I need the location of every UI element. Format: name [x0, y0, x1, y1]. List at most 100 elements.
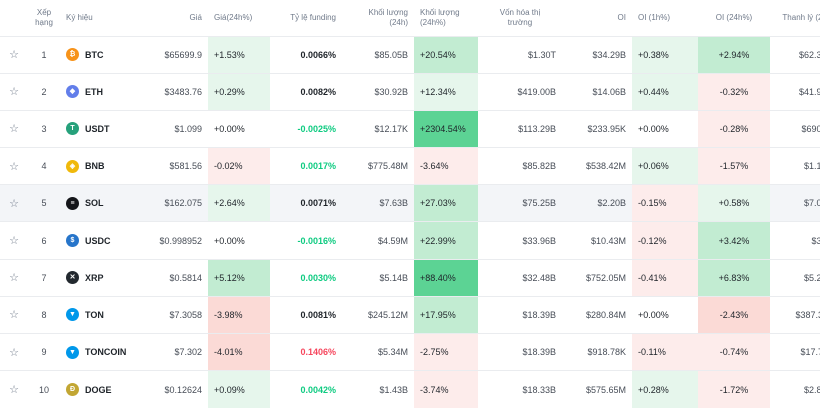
open-interest-cell: $14.06B [562, 72, 632, 111]
oi-24h-cell: +2.94% [698, 35, 770, 74]
symbol-cell[interactable]: ≡ SOL [60, 184, 142, 222]
volume-change-cell: +2304.54% [414, 109, 478, 148]
favorite-star-icon[interactable]: ☆ [0, 184, 28, 222]
volume-change-cell: -2.75% [414, 332, 478, 371]
symbol-cell[interactable]: ▼ TONCOIN [60, 332, 142, 371]
market-cap-cell: $75.25B [478, 184, 562, 222]
volume-change-cell: +88.40% [414, 258, 478, 297]
header-market-cap-line1: Vốn hóa thị [499, 7, 541, 17]
header-favorite [0, 0, 28, 36]
table-row[interactable]: ☆ 3 T USDT $1.099 +0.00% -0.0025% $12.17K +2304.… [0, 109, 820, 148]
table-row[interactable]: ☆ 6 $ USDC $0.998952 +0.00% -0.0016% $4.59M +22.… [0, 221, 820, 260]
table-row[interactable]: ☆ 2 ◆ ETH $3483.76 +0.29% 0.0082% $30.92B +12.34… [0, 72, 820, 111]
volume-cell: $5.34M [342, 332, 414, 371]
market-cap-cell: $1.30T [478, 35, 562, 74]
header-price[interactable]: Giá [189, 12, 202, 22]
symbol-cell[interactable]: ✕ XRP [60, 258, 142, 297]
liquidation-cell: $41.95M [770, 72, 820, 111]
favorite-star-icon[interactable]: ☆ [0, 332, 28, 371]
price-cell: $1.099 [142, 109, 208, 148]
market-cap-cell: $18.39B [478, 295, 562, 334]
oi-24h-cell: -2.43% [698, 295, 770, 334]
header-volume[interactable]: Khối lượng (24h) [368, 7, 408, 27]
oi-1h-cell: -0.12% [632, 221, 698, 260]
volume-change-cell: +20.54% [414, 35, 478, 74]
symbol-cell[interactable]: T USDT [60, 109, 142, 148]
price-change-cell: +1.53% [208, 35, 270, 74]
header-open-interest[interactable]: OI [617, 12, 626, 22]
symbol-cell[interactable]: ₿ BTC [60, 35, 142, 74]
funding-rate-cell: 0.0081% [270, 295, 342, 334]
volume-cell: $85.05B [342, 35, 414, 74]
favorite-star-icon[interactable]: ☆ [0, 221, 28, 260]
funding-rate-cell: -0.0016% [270, 221, 342, 260]
favorite-star-icon[interactable]: ☆ [0, 258, 28, 297]
price-change-cell: -4.01% [208, 332, 270, 371]
symbol-cell[interactable]: ▼ TON [60, 295, 142, 334]
volume-cell: $1.43B [342, 370, 414, 408]
table-row[interactable]: ☆ 8 ▼ TON $7.3058 -3.98% 0.0081% $245.12M +17.95… [0, 295, 820, 334]
price-cell: $3483.76 [142, 72, 208, 111]
open-interest-cell: $10.43M [562, 221, 632, 260]
volume-cell: $775.48M [342, 147, 414, 185]
symbol-cell[interactable]: $ USDC [60, 221, 142, 260]
market-cap-cell: $18.33B [478, 370, 562, 408]
volume-cell: $245.12M [342, 295, 414, 334]
funding-rate-cell: 0.0082% [270, 72, 342, 111]
header-symbol[interactable]: Ký hiệu [66, 12, 93, 22]
symbol-label: XRP [85, 272, 104, 283]
oi-24h-cell: +0.58% [698, 184, 770, 222]
favorite-star-icon[interactable]: ☆ [0, 72, 28, 111]
tether-icon: T [66, 122, 79, 136]
market-cap-cell: $33.96B [478, 221, 562, 260]
volume-cell: $7.63B [342, 184, 414, 222]
liquidation-cell: $7.04M [770, 184, 820, 222]
favorite-star-icon[interactable]: ☆ [0, 295, 28, 334]
symbol-label: BTC [85, 49, 104, 60]
header-liquidation[interactable]: Thanh lý (24h) [782, 12, 820, 22]
liquidation-cell: $5.23M [770, 258, 820, 297]
open-interest-cell: $538.42M [562, 147, 632, 185]
table-row[interactable]: ☆ 10 Ð DOGE $0.12624 +0.09% 0.0042% $1.43B -3.74… [0, 370, 820, 408]
header-rank[interactable]: Xếp hạng [35, 7, 53, 27]
price-cell: $0.5814 [142, 258, 208, 297]
favorite-star-icon[interactable]: ☆ [0, 147, 28, 185]
table-header: Xếp hạng Ký hiệu Giá Giá(24h%) Tỷ lệ fun… [0, 0, 820, 36]
price-change-cell: +0.29% [208, 72, 270, 111]
price-cell: $162.075 [142, 184, 208, 222]
table-row[interactable]: ☆ 4 ◈ BNB $581.56 -0.02% 0.0017% $775.48M -3.64%… [0, 147, 820, 185]
header-market-cap[interactable]: Vốn hóa thị trường [478, 0, 562, 36]
table-row[interactable]: ☆ 1 ₿ BTC $65699.9 +1.53% 0.0066% $85.05B +20.54… [0, 35, 820, 74]
table-row[interactable]: ☆ 9 ▼ TONCOIN $7.302 -4.01% 0.1406% $5.34M -2.75… [0, 332, 820, 371]
symbol-cell[interactable]: Ð DOGE [60, 370, 142, 408]
price-cell: $7.3058 [142, 295, 208, 334]
favorite-star-icon[interactable]: ☆ [0, 35, 28, 74]
open-interest-cell: $918.78K [562, 332, 632, 371]
symbol-label: USDC [85, 235, 111, 246]
toncoin-icon: ▼ [66, 345, 79, 359]
rank-cell: 4 [28, 147, 60, 185]
price-change-cell: +5.12% [208, 258, 270, 297]
table-row[interactable]: ☆ 7 ✕ XRP $0.5814 +5.12% 0.0030% $5.14B +88.40% $… [0, 258, 820, 297]
table-row[interactable]: ☆ 5 ≡ SOL $162.075 +2.64% 0.0071% $7.63B +27.03%… [0, 184, 820, 222]
symbol-label: TONCOIN [85, 347, 127, 358]
liquidation-cell: $62.39M [770, 35, 820, 74]
rank-cell: 1 [28, 35, 60, 74]
market-cap-cell: $18.39B [478, 332, 562, 371]
price-change-cell: +0.00% [208, 109, 270, 148]
bitcoin-icon: ₿ [66, 48, 79, 62]
header-oi-1h[interactable]: OI (1h%) [638, 12, 671, 22]
symbol-cell[interactable]: ◆ ETH [60, 72, 142, 111]
favorite-star-icon[interactable]: ☆ [0, 109, 28, 148]
favorite-star-icon[interactable]: ☆ [0, 370, 28, 408]
volume-change-cell: -3.74% [414, 370, 478, 408]
header-price-change[interactable]: Giá(24h%) [214, 12, 253, 22]
header-oi-24h[interactable]: OI (24h%) [715, 12, 753, 22]
volume-cell: $30.92B [342, 72, 414, 111]
volume-change-cell: +27.03% [414, 184, 478, 222]
header-volume-change[interactable]: Khối lượng (24h%) [420, 7, 460, 27]
table-body: ☆ 1 ₿ BTC $65699.9 +1.53% 0.0066% $85.05B +20.54… [0, 35, 820, 408]
symbol-label: DOGE [85, 384, 112, 395]
symbol-cell[interactable]: ◈ BNB [60, 147, 142, 185]
header-funding-rate[interactable]: Tỷ lệ funding [290, 12, 336, 22]
